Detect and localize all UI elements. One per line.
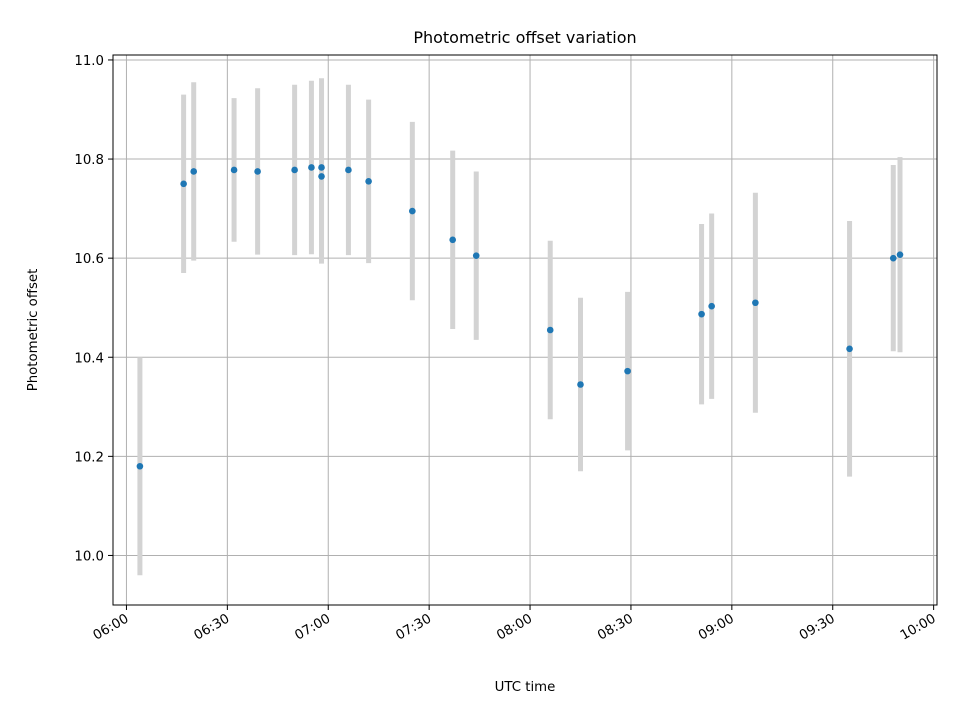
data-point (365, 178, 372, 185)
data-point (889, 254, 897, 262)
data-point (318, 173, 325, 180)
data-point (449, 236, 456, 244)
data-point (752, 299, 759, 307)
data-point (308, 164, 315, 171)
data-points (136, 164, 904, 470)
data-point (230, 166, 238, 174)
y-tick-label: 10.4 (74, 351, 104, 366)
data-point (546, 326, 554, 334)
data-point (291, 166, 298, 174)
data-point (624, 367, 631, 375)
y-tick-label: 10.2 (74, 450, 104, 465)
data-point (896, 251, 904, 258)
data-point (846, 345, 853, 353)
data-point (345, 166, 352, 174)
data-point (190, 168, 198, 175)
chart-title: Photometric offset variation (413, 28, 636, 47)
data-point (409, 207, 416, 215)
grid (113, 55, 937, 605)
data-point (472, 252, 480, 259)
y-tick-label: 10.8 (74, 153, 104, 168)
data-point (708, 302, 715, 310)
data-point (180, 180, 187, 188)
data-point (577, 381, 584, 388)
y-tick-label: 10.0 (74, 549, 104, 564)
data-point (136, 462, 144, 470)
y-tick-label: 11.0 (74, 54, 104, 69)
y-axis-label: Photometric offset (26, 269, 41, 392)
data-point (698, 310, 705, 318)
plot-frame (112, 54, 938, 606)
x-axis-label: UTC time (495, 680, 556, 695)
plot-background (113, 55, 937, 605)
y-tick-label: 10.6 (74, 252, 104, 267)
y-axis-ticks: 10.0 10.2 10.4 10.6 10.8 11.0 (74, 54, 113, 564)
data-point (254, 168, 261, 175)
data-point (318, 164, 325, 171)
